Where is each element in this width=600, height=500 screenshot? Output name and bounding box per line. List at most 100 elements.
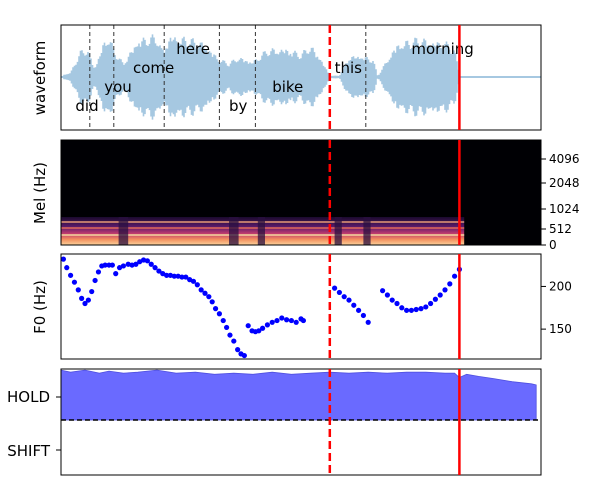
f0-point: [220, 317, 226, 324]
f0-point: [293, 319, 299, 325]
f0-yticks: 150 200: [541, 279, 572, 336]
f0-point: [423, 304, 429, 310]
f0-point: [227, 332, 233, 338]
f0-point: [79, 295, 85, 301]
f0-point: [75, 287, 81, 293]
f0-point: [148, 261, 154, 267]
mel-gap: [118, 217, 129, 245]
f0-ylabel: F0 (Hz): [31, 280, 49, 334]
f0-point: [336, 289, 342, 296]
f0-point: [351, 302, 357, 308]
f0-panel: 150 200 F0 (Hz): [31, 253, 572, 360]
hold-probability-area: [61, 369, 541, 421]
shift-label: SHIFT: [7, 442, 51, 460]
f0-point: [413, 306, 419, 313]
f0-axes-frame: [60, 253, 542, 360]
f0-point: [260, 325, 266, 331]
f0-point: [89, 288, 95, 295]
mel-yticks: 0 512 1024 2048 4096: [541, 152, 580, 252]
hold-area: [61, 369, 537, 421]
word-label: come: [133, 59, 174, 77]
f0-point: [64, 265, 70, 271]
f0-point: [341, 294, 347, 300]
f0-point: [179, 274, 185, 280]
f0-point: [183, 274, 189, 280]
f0-point: [346, 297, 352, 303]
f0-point: [418, 306, 424, 312]
f0-point: [92, 277, 98, 284]
f0-point: [198, 287, 204, 293]
f0-point: [256, 328, 262, 334]
f0-point: [452, 273, 458, 279]
f0-point: [71, 279, 78, 285]
f0-point: [85, 297, 91, 303]
f0-point: [332, 285, 338, 291]
f0-point: [171, 273, 177, 279]
f0-point: [68, 272, 74, 278]
word-label: here: [176, 40, 210, 58]
f0-point: [95, 269, 102, 275]
f0-point: [241, 352, 247, 359]
word-label: morning: [411, 40, 473, 58]
mel-gap: [334, 217, 342, 245]
mel-tick-label: 1024: [549, 202, 580, 216]
f0-point: [109, 262, 115, 268]
f0-point: [404, 307, 410, 313]
f0-point: [102, 262, 108, 268]
f0-point: [365, 319, 371, 325]
waveform-ylabel: waveform: [31, 41, 49, 116]
f0-point: [447, 281, 453, 287]
f0-point: [432, 296, 438, 302]
f0-point: [269, 319, 275, 325]
mel-gap: [363, 217, 371, 245]
f0-point: [235, 347, 241, 353]
f0-point: [202, 290, 208, 296]
f0-point: [399, 305, 405, 311]
f0-point: [206, 294, 212, 300]
f0-point: [442, 287, 448, 293]
f0-tick-label: 200: [549, 279, 572, 293]
f0-point: [194, 282, 200, 288]
f0-point: [384, 292, 390, 298]
f0-point: [279, 315, 285, 321]
word-label: bike: [272, 78, 303, 96]
hold-label: HOLD: [7, 388, 50, 406]
f0-point: [394, 300, 400, 307]
f0-point: [437, 292, 443, 298]
f0-point: [156, 268, 162, 274]
waveform-axes-frame: [60, 24, 542, 131]
f0-point: [231, 338, 237, 344]
f0-tick-label: 150: [549, 322, 572, 336]
f0-point: [284, 317, 290, 323]
f0-point: [380, 288, 386, 294]
f0-point: [428, 300, 434, 307]
f0-point: [224, 324, 230, 331]
word-label: did: [75, 97, 98, 115]
word-label: you: [104, 78, 132, 96]
word-boundaries: [89, 25, 367, 130]
f0-point: [144, 258, 150, 264]
mel-ylabel: Mel (Hz): [31, 162, 49, 224]
f0-point: [360, 312, 366, 319]
mel-tick-label: 0: [549, 238, 557, 252]
f0-point: [264, 322, 270, 328]
f0-point: [288, 317, 294, 324]
f0-point: [216, 311, 222, 317]
f0-point: [120, 263, 126, 269]
f0-point: [209, 299, 215, 305]
f0-point: [300, 317, 306, 324]
mel-tick-label: 4096: [549, 152, 580, 166]
mel-gap: [229, 217, 239, 245]
word-label: by: [229, 97, 248, 115]
mel-tick-label: 512: [549, 222, 572, 236]
word-label: this: [335, 59, 363, 77]
turn-taking-axes-frame: [60, 368, 542, 476]
f0-point: [82, 300, 88, 307]
f0-point: [408, 307, 414, 313]
mel-gap: [257, 217, 265, 245]
f0-points: [61, 256, 462, 359]
f0-point: [113, 271, 119, 277]
mel-tick-label: 2048: [549, 176, 580, 190]
